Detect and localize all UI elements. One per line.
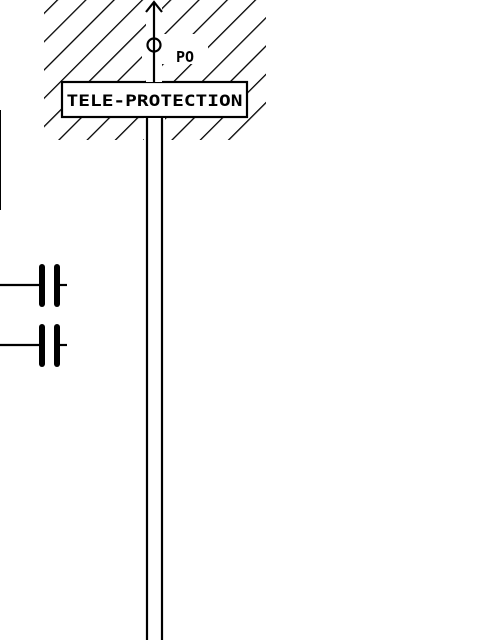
vertical-cable (145, 118, 164, 640)
port-arrow (145, 0, 163, 82)
connection-point-circle (146, 37, 162, 53)
cable-channel-background (144, 118, 165, 142)
port-label: PO (176, 48, 194, 66)
capacitor-contact-lower (0, 324, 67, 367)
label-box-background (61, 81, 248, 118)
capacitor-contact-upper (0, 264, 67, 307)
tele-protection-label: TELE-PROTECTION (67, 91, 243, 110)
